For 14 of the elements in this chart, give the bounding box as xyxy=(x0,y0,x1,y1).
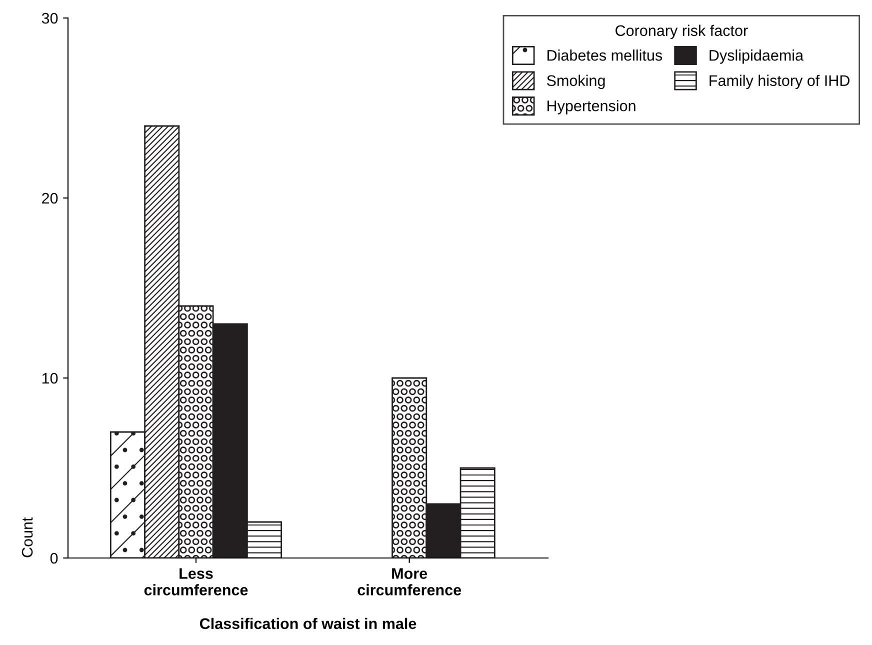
x-tick-label: More circumference xyxy=(358,568,462,596)
y-tick-label: 0 xyxy=(50,552,58,564)
x-axis-title: Classification of waist in male xyxy=(200,618,416,630)
legend-label: Diabetes mellitus xyxy=(548,50,662,61)
y-tick-label: 20 xyxy=(42,192,58,204)
x-tick-label: Less circumference xyxy=(144,568,248,596)
legend-label: Smoking xyxy=(546,74,605,90)
legend-title: Coronary risk factor xyxy=(616,24,748,40)
legend-label: Dyslipidaemia xyxy=(710,50,804,64)
y-tick-label: 30 xyxy=(42,12,58,24)
legend-label: Hypertension xyxy=(548,100,636,114)
legend-label: Family history of IHD xyxy=(710,74,850,90)
y-axis-title: Count xyxy=(22,517,33,558)
y-tick-label: 10 xyxy=(42,372,58,384)
